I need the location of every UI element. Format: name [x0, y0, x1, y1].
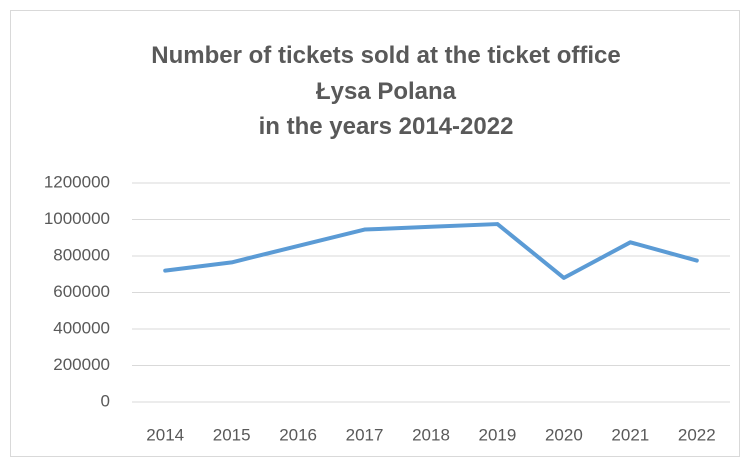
chart-border: [10, 10, 740, 457]
y-tick-label: 200000: [53, 355, 110, 374]
chart-title: Number of tickets sold at the ticket off…: [151, 42, 621, 140]
x-tick-label: 2017: [346, 425, 384, 444]
x-tick-label: 2015: [213, 425, 251, 444]
y-tick-label: 600000: [53, 282, 110, 301]
y-tick-label: 1200000: [44, 172, 110, 191]
y-tick-label: 0: [101, 391, 110, 410]
x-tick-label: 2020: [545, 425, 583, 444]
x-tick-label: 2021: [611, 425, 649, 444]
x-tick-label: 2016: [279, 425, 317, 444]
x-tick-label: 2019: [479, 425, 517, 444]
y-tick-label: 800000: [53, 245, 110, 264]
y-tick-label: 1000000: [44, 209, 110, 228]
x-tick-label: 2022: [678, 425, 716, 444]
data-line: [163, 222, 699, 280]
y-tick-label: 400000: [53, 318, 110, 337]
x-tick-label: 2018: [412, 425, 450, 444]
x-tick-label: 2014: [146, 425, 184, 444]
